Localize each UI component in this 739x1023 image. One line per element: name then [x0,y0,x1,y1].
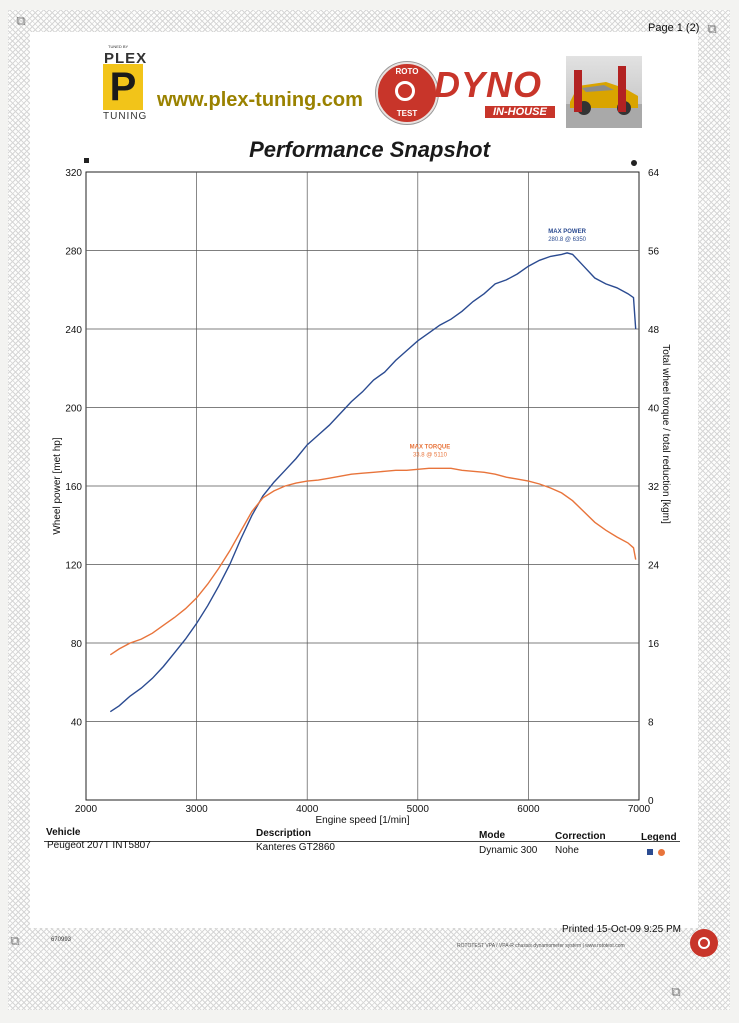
y2-tick-label: 16 [648,639,660,650]
col-mode-header: Mode [479,830,506,841]
x-tick-label: 2000 [75,804,98,815]
y2-tick-label: 56 [648,247,660,258]
website-link: www.plex-tuning.com [157,89,363,111]
torque-max-label: MAX TORQUE [410,444,451,450]
rototest-footer-logo [690,929,718,957]
torque-series-line [109,467,637,656]
rototest-logo: ROTO TEST [376,62,438,124]
x-tick-label: 5000 [407,804,430,815]
y2-tick-label: 40 [648,404,660,415]
y2-tick-label: 24 [648,561,660,572]
corner-mark-icon: ⧉ [707,21,717,36]
x-axis-label: Engine speed [1/min] [316,815,410,826]
torque-legend-swatch [658,849,665,856]
y2-tick-label: 48 [648,325,660,336]
x-tick-label: 7000 [628,804,651,815]
y-tick-label: 120 [65,561,82,572]
power-max-label: MAX POWER [548,229,586,235]
plex-tuning-word: TUNING [103,111,148,122]
y-tick-label: 80 [71,639,83,650]
dyno-logo-word: DYNO [434,64,543,105]
corner-mark-icon: ⧉ [10,933,20,948]
dyno-car-photo [566,56,642,128]
y-tick-label: 240 [65,325,82,336]
power-legend-swatch [647,849,653,855]
plex-logo-word: PLEX [104,50,148,67]
col-legend-header: Legend [641,832,677,843]
roto-ring-icon [395,81,415,101]
y-tick-label: 40 [71,718,83,729]
y2-tick-label: 0 [648,796,654,807]
torque-max-value: 33.8 @ 5110 [413,452,448,458]
chart-corner-dot-icon [631,160,637,166]
y2-tick-label: 8 [648,718,654,729]
y-tick-label: 200 [65,404,82,415]
roto-bottom-text: TEST [396,109,418,118]
col-correction-header: Correction [555,831,606,842]
x-tick-label: 4000 [296,804,319,815]
report-title: Performance Snapshot [249,137,490,162]
corner-mark-icon: ⧉ [671,984,681,999]
vehicle-value: Peugeot 207T INT5807 [47,840,151,851]
system-footer: ROTOTEST VPA / VPA-R chassis dynamometer… [457,943,625,949]
col-vehicle-header: Vehicle [46,827,81,838]
x-tick-label: 3000 [185,804,208,815]
corner-mark-icon: ⧉ [16,13,26,28]
y2-tick-label: 64 [648,168,660,179]
roto-ring-icon [698,937,710,949]
mode-value: Dynamic 300 [479,845,538,856]
serial-number: 670993 [51,937,72,943]
plex-logo: P [103,64,143,110]
power-max-value: 280.8 @ 6350 [548,237,586,243]
col-description-header: Description [256,828,312,839]
printed-timestamp: Printed 15-Oct-09 9:25 PM [562,924,681,935]
y-tick-label: 280 [65,247,82,258]
chart-corner-marker-icon [84,158,89,163]
x-tick-label: 6000 [517,804,540,815]
plex-tagline: TUNED BY [108,44,129,49]
power-series-line [109,252,637,713]
correction-value: Nohe [555,845,579,856]
dyno-sub-label: IN-HOUSE [485,106,555,118]
y-axis-label: Wheel power [met hp] [52,437,63,534]
page-label: Page 1 (2) [648,22,700,34]
y-tick-label: 160 [65,482,82,493]
y2-axis-label: Total wheel torque / total reduction [kg… [660,344,671,524]
table-rule [44,841,680,842]
description-value: Kanteres GT2860 [256,842,335,853]
roto-top-text: ROTO [395,67,419,76]
y-tick-label: 320 [65,168,82,179]
y2-tick-label: 32 [648,482,660,493]
